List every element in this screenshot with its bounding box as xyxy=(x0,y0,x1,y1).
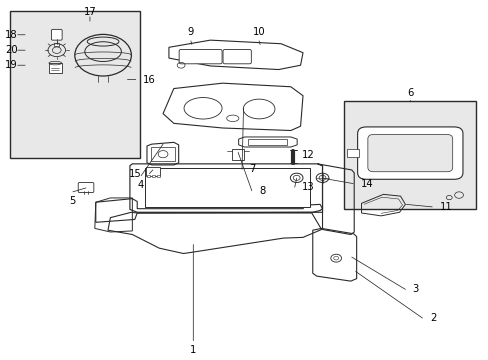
Text: 20: 20 xyxy=(5,45,18,55)
Bar xyxy=(152,175,155,177)
FancyBboxPatch shape xyxy=(223,49,251,64)
Text: 3: 3 xyxy=(412,284,418,294)
FancyBboxPatch shape xyxy=(78,183,94,193)
Text: 10: 10 xyxy=(252,27,265,37)
Text: 7: 7 xyxy=(249,164,255,174)
Bar xyxy=(157,175,160,177)
Text: 9: 9 xyxy=(187,27,194,37)
Text: 6: 6 xyxy=(407,87,413,98)
Bar xyxy=(231,149,244,159)
Bar xyxy=(54,42,59,45)
Text: 14: 14 xyxy=(360,179,372,189)
Text: 16: 16 xyxy=(143,75,156,85)
Text: 13: 13 xyxy=(302,182,314,192)
FancyBboxPatch shape xyxy=(179,49,222,64)
Text: 17: 17 xyxy=(83,7,96,17)
Bar xyxy=(151,147,175,161)
Text: 4: 4 xyxy=(138,180,144,190)
Text: 19: 19 xyxy=(5,60,18,70)
Bar xyxy=(49,63,61,73)
Bar xyxy=(147,175,150,177)
Bar xyxy=(144,168,310,207)
FancyBboxPatch shape xyxy=(51,30,62,40)
Text: 8: 8 xyxy=(259,186,265,196)
Text: 5: 5 xyxy=(69,196,76,206)
FancyBboxPatch shape xyxy=(357,127,462,179)
Text: 11: 11 xyxy=(439,202,451,212)
Bar xyxy=(344,101,475,209)
Bar xyxy=(10,12,140,158)
Text: 18: 18 xyxy=(5,30,18,40)
Text: 1: 1 xyxy=(190,345,196,355)
Text: 2: 2 xyxy=(429,313,435,323)
Text: 15: 15 xyxy=(129,168,142,179)
FancyBboxPatch shape xyxy=(367,134,452,172)
Bar xyxy=(248,139,287,145)
Bar xyxy=(145,167,160,176)
Text: 12: 12 xyxy=(302,150,314,160)
Bar xyxy=(346,149,358,157)
